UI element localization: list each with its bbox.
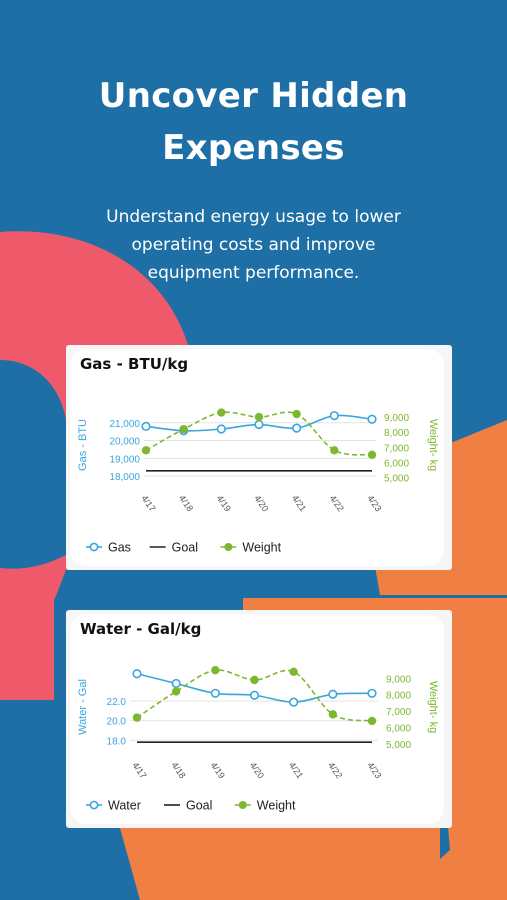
y-tick-label: 20.0 <box>107 717 127 728</box>
y2-tick-label: 8,000 <box>384 428 409 439</box>
x-tick-label: 4/18 <box>177 493 195 513</box>
legend-item-goal: Goal <box>149 541 198 555</box>
water-point <box>210 688 220 698</box>
legend-item-water: Water <box>86 799 141 813</box>
y-axis-label: Water - Gal <box>77 679 89 735</box>
legend-item-weight: Weight <box>234 799 296 813</box>
legend-label: Gas <box>108 541 131 555</box>
x-tick-label: 4/20 <box>252 493 270 513</box>
y-tick-label: 19,000 <box>109 454 140 465</box>
y-tick-label: 18,000 <box>109 472 140 483</box>
y-axis-label: Gas - BTU <box>77 419 89 471</box>
legend-item-gas: Gas <box>86 541 131 555</box>
subtitle-line-2: operating costs and improve <box>131 235 376 255</box>
water-chart-card: Water - Gal/kg 18.0 20.0 22.0 5,000 6,000 7,0… <box>66 610 452 828</box>
weight-point <box>211 665 220 675</box>
legend-item-weight: Weight <box>220 541 282 555</box>
weight-point <box>328 710 338 719</box>
y2-tick-label: 6,000 <box>384 458 409 469</box>
y-tick-label: 20,000 <box>109 437 140 448</box>
legend-circle-marker <box>89 542 99 552</box>
water-point <box>132 669 142 679</box>
y-tick-label: 22.0 <box>107 697 127 708</box>
x-tick-label: 4/19 <box>215 493 233 513</box>
y-tick-label: 21,000 <box>109 419 140 430</box>
weight-point <box>367 716 377 726</box>
y2-tick-label: 5,000 <box>384 473 409 484</box>
chart-0-svg: 18,000 19,000 20,000 21,000 5,000 6,000 7,000 8… <box>77 408 439 555</box>
y2-tick-label: 9,000 <box>386 674 411 685</box>
water-point <box>289 697 299 707</box>
legend-label: Weight <box>242 541 281 555</box>
gas-point <box>292 423 302 433</box>
y2-tick-label: 8,000 <box>386 691 411 702</box>
water-chart-title: Water - Gal/kg <box>80 620 202 638</box>
subtitle: Understand energy usage to lower operati… <box>60 203 447 287</box>
legend-circle-marker <box>89 800 99 810</box>
x-tick-label: 4/17 <box>139 493 157 513</box>
weight-point <box>179 424 188 434</box>
gas-point <box>216 424 226 434</box>
x-tick-label: 4/19 <box>209 760 227 780</box>
x-tick-label: 4/21 <box>290 493 308 513</box>
y2-tick-label: 7,000 <box>386 707 411 718</box>
orange-bottom-shape <box>120 828 440 900</box>
gas-point <box>254 419 264 430</box>
legend-label: Goal <box>186 799 212 813</box>
weight-point <box>141 446 151 455</box>
y2-tick-label: 6,000 <box>386 723 411 734</box>
y2-tick-label: 7,000 <box>384 443 409 454</box>
legend-label: Weight <box>257 799 296 813</box>
x-tick-label: 4/22 <box>326 760 344 780</box>
water-point <box>249 690 260 700</box>
weight-point <box>289 667 298 677</box>
y-tick-label: 18.0 <box>107 736 127 747</box>
chart-1-svg: 18.0 20.0 22.0 5,000 6,000 7,000 8,000 9,000 Wat… <box>77 665 439 813</box>
x-tick-label: 4/23 <box>365 493 383 513</box>
subtitle-line-3: equipment performance. <box>147 263 360 283</box>
weight-point <box>132 713 142 722</box>
gas-point <box>329 411 339 421</box>
x-tick-label: 4/20 <box>248 760 266 780</box>
y2-tick-label: 9,000 <box>384 413 409 424</box>
water-chart-panel <box>70 614 444 824</box>
gas-chart-title: Gas - BTU/kg <box>80 355 189 373</box>
legend-dot-marker <box>238 801 247 809</box>
legend-label: Goal <box>172 541 198 555</box>
weight-point <box>217 408 226 417</box>
gas-chart-panel <box>70 349 444 566</box>
gas-chart-card: Gas - BTU/kg 18,000 19,000 20,000 21,000 5,0… <box>66 345 452 570</box>
water-point <box>367 688 377 698</box>
y2-tick-label: 5,000 <box>386 740 411 751</box>
weight-point <box>292 409 301 419</box>
weight-point <box>171 687 181 696</box>
x-tick-label: 4/22 <box>328 493 346 513</box>
y2-axis-label: Weight- kg <box>427 681 439 733</box>
y2-axis-label: Weight- kg <box>427 419 439 471</box>
x-tick-label: 4/18 <box>170 760 188 780</box>
gas-point <box>367 414 377 424</box>
x-tick-label: 4/21 <box>287 760 305 780</box>
headline-line-1: Uncover Hidden <box>98 76 409 116</box>
weight-point <box>367 450 377 460</box>
headline-line-2: Expenses <box>162 128 345 168</box>
legend-dot-marker <box>224 543 233 551</box>
x-tick-label: 4/17 <box>130 760 148 780</box>
x-tick-label: 4/23 <box>365 760 383 780</box>
legend-item-goal: Goal <box>164 799 212 813</box>
weight-point <box>330 446 339 455</box>
legend-label: Water <box>108 799 141 813</box>
water-point <box>328 689 338 699</box>
water-point <box>171 678 181 689</box>
subtitle-line-1: Understand energy usage to lower <box>106 207 401 227</box>
blue-cutout-shape <box>0 360 66 569</box>
weight-point <box>254 412 264 422</box>
weight-point <box>250 675 259 685</box>
gas-point <box>141 421 151 431</box>
